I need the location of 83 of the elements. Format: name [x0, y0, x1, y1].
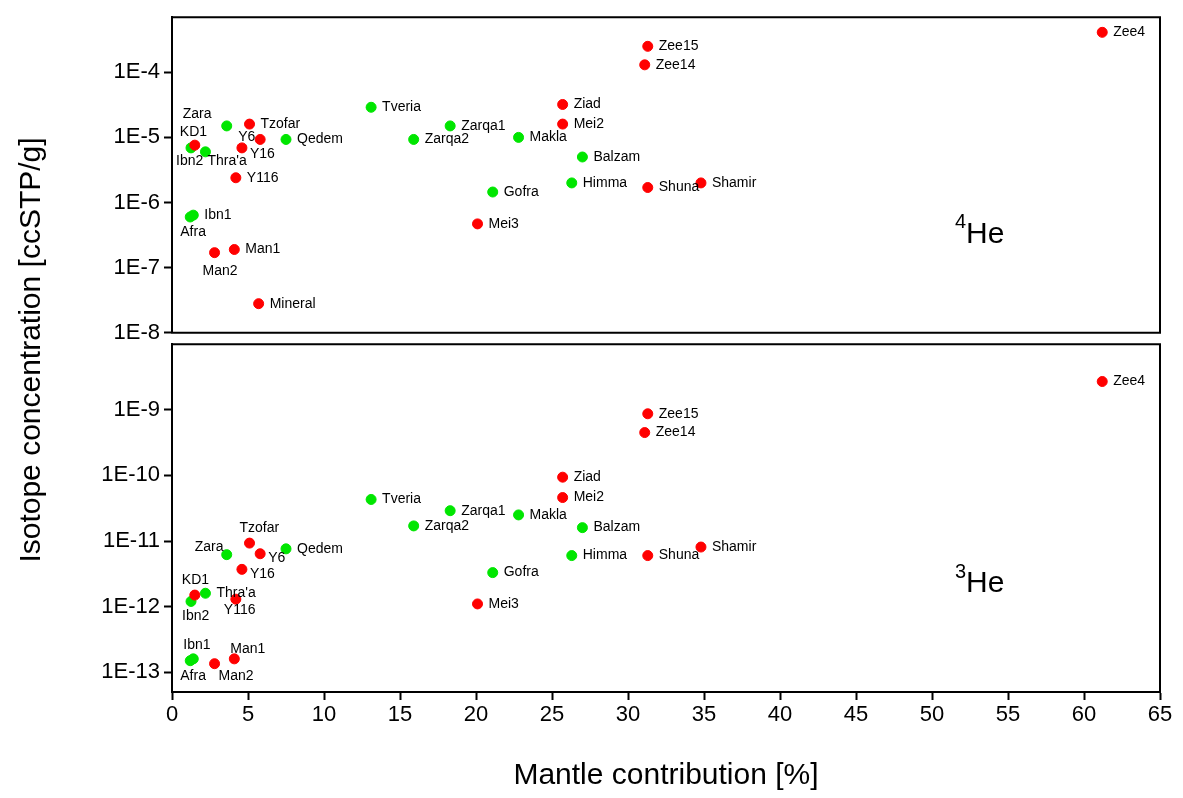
x-tick-label: 45	[843, 701, 869, 727]
annotation: Ibn2	[176, 151, 204, 168]
annotation: Zarqa1	[461, 116, 506, 133]
annotation: Tveria	[382, 98, 422, 115]
annotation: Mei2	[573, 488, 605, 505]
annotation: Makla	[529, 128, 568, 145]
annotation: Zee4	[1113, 23, 1146, 40]
y-axis-title: Isotope concentration [ccSTP/g]	[13, 137, 47, 563]
x-tick-label: 40	[767, 701, 793, 727]
annotation: Gofra	[503, 182, 539, 199]
annotation: Thra'a	[207, 151, 247, 168]
y-tick-label: 1E-4	[113, 58, 160, 84]
annotation: Tveria	[382, 490, 422, 507]
annotation: Mei3	[488, 214, 520, 231]
annotation: Shuna	[658, 546, 700, 563]
x-tick-label: 30	[615, 701, 641, 727]
y-tick-label: 1E-11	[102, 527, 160, 553]
annotation: Thra'a	[216, 584, 256, 601]
annotation: Afra	[180, 666, 207, 683]
y-tick-label: 1E-7	[113, 253, 160, 279]
y-tick-label: 1E-8	[113, 318, 160, 344]
annotation: Balzam	[593, 518, 641, 535]
annotation: Zee14	[655, 55, 696, 72]
y-tick-label: 1E-5	[113, 123, 160, 149]
annotation: Ziad	[573, 95, 601, 112]
annotation: Balzam	[593, 147, 641, 164]
annotation: KD1	[181, 570, 210, 587]
x-tick-label: 35	[691, 701, 717, 727]
annotation: Ibn1	[204, 206, 232, 223]
y-tick-label: 1E-13	[101, 658, 160, 684]
annotation: Zee4	[1113, 372, 1146, 389]
annotation: Tzofar	[239, 518, 280, 535]
annotation: Shamir	[711, 537, 757, 554]
y-tick-label: 1E-10	[101, 461, 160, 487]
x-tick-label: 25	[539, 701, 565, 727]
annotation: Zarqa2	[424, 516, 470, 533]
x-tick-label: 60	[1071, 701, 1097, 727]
x-tick-label: 65	[1147, 701, 1173, 727]
annotation: Himma	[582, 173, 628, 190]
annotation: Zarqa1	[461, 501, 506, 518]
y-tick-label: 1E-9	[113, 395, 160, 421]
x-tick-label: 0	[165, 701, 179, 727]
annotation: Ibn1	[183, 635, 211, 652]
y-tick-label: 1E-6	[113, 188, 160, 214]
annotation: Zee15	[658, 404, 699, 421]
annotation: Ziad	[573, 468, 601, 485]
annotation: Zee15	[658, 37, 699, 54]
x-tick-label: 50	[919, 701, 945, 727]
x-axis-title: Mantle contribution [%]	[513, 757, 819, 791]
x-tick-label: 10	[311, 701, 337, 727]
annotation: Shuna	[658, 178, 700, 195]
annotation: Shamir	[711, 173, 757, 190]
annotation: Makla	[529, 505, 568, 522]
annotation: Zee14	[655, 423, 696, 440]
annotation: Man1	[245, 240, 281, 257]
annotation: Y116	[246, 168, 279, 185]
annotation: Tzofar	[260, 114, 301, 131]
annotation: Man2	[202, 261, 238, 278]
annotation: Y116	[223, 601, 256, 618]
annotation: Ibn2	[182, 607, 210, 624]
x-tick-label: 20	[463, 701, 489, 727]
annotation: Zarqa2	[424, 130, 470, 147]
annotation: Mei3	[488, 594, 520, 611]
annotation: Y6	[238, 128, 256, 145]
annotation: Gofra	[503, 563, 539, 580]
x-tick-label: 5	[241, 701, 255, 727]
annotation: Mei2	[573, 114, 605, 131]
x-tick-label: 15	[387, 701, 413, 727]
annotation: Man1	[230, 639, 266, 656]
annotation: Qedem	[297, 130, 343, 147]
annotation: Y16	[249, 565, 276, 582]
annotation: KD1	[179, 123, 208, 140]
annotation: Y6	[268, 548, 286, 565]
annotation: Afra	[180, 222, 207, 239]
annotation: Qedem	[297, 539, 343, 556]
annotation: Himma	[582, 546, 628, 563]
annotation: Man2	[218, 666, 254, 683]
y-tick-label: 1E-12	[101, 592, 160, 618]
annotation: Zara	[194, 537, 224, 554]
annotation: Y16	[249, 144, 276, 161]
annotation: Mineral	[269, 294, 316, 311]
x-tick-label: 55	[995, 701, 1021, 727]
annotation: Zara	[182, 104, 212, 121]
